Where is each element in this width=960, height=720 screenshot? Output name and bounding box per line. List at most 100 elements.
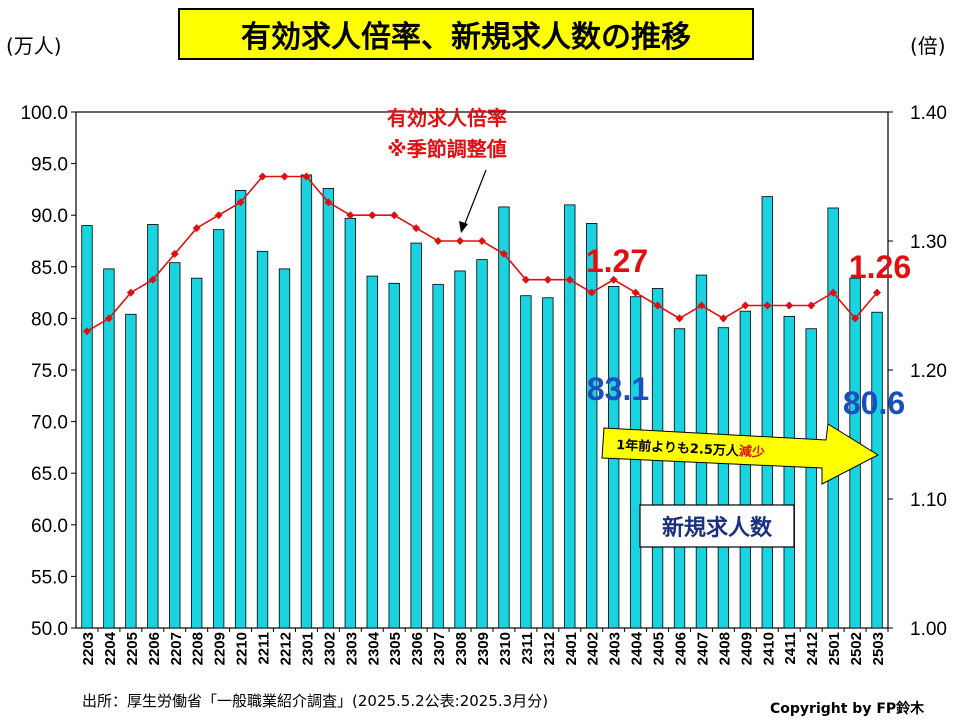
left-tick-label: 50.0 bbox=[31, 619, 68, 640]
x-tick-label: 2203 bbox=[80, 632, 97, 665]
ratio-point bbox=[192, 224, 201, 233]
x-tick-label: 2211 bbox=[256, 632, 273, 665]
x-tick-label: 2207 bbox=[168, 632, 185, 665]
bar-new-jobs bbox=[388, 282, 400, 629]
left-tick-label: 80.0 bbox=[31, 309, 68, 330]
ratio-point bbox=[609, 275, 618, 284]
ratio-point bbox=[653, 301, 662, 310]
bar-new-jobs bbox=[256, 250, 269, 629]
left-tick-label: 90.0 bbox=[31, 206, 68, 227]
line-label-pointer-head bbox=[459, 221, 468, 233]
bar-new-jobs bbox=[564, 204, 576, 629]
ratio-point bbox=[543, 275, 552, 284]
left-tick-label: 95.0 bbox=[31, 155, 68, 176]
right-tick-label: 1.40 bbox=[910, 103, 947, 124]
bar-new-jobs bbox=[761, 196, 773, 629]
x-tick-label: 2503 bbox=[870, 632, 887, 665]
x-tick-label: 2307 bbox=[431, 632, 448, 665]
source-note: 出所：厚生労働省「一般職業紹介調査」(2025.5.2公表:2025.3月分) bbox=[82, 692, 549, 710]
x-tick-label: 2411 bbox=[782, 632, 799, 665]
ratio-point bbox=[390, 211, 399, 220]
bar-label-box bbox=[639, 504, 795, 548]
bar-new-jobs bbox=[586, 223, 598, 629]
ratio-point bbox=[324, 198, 333, 207]
ratio-point bbox=[587, 288, 596, 297]
bar-new-jobs bbox=[234, 190, 247, 629]
bar-new-jobs bbox=[476, 259, 488, 629]
x-tick-label: 2301 bbox=[299, 632, 316, 665]
x-tick-label: 2410 bbox=[760, 632, 777, 665]
x-tick-label: 2407 bbox=[694, 632, 711, 665]
x-tick-label: 2302 bbox=[321, 632, 338, 665]
line-series-note: ※季節調整値 bbox=[387, 137, 506, 161]
x-tick-label: 2502 bbox=[848, 632, 865, 665]
ratio-point bbox=[697, 301, 706, 310]
x-tick-label: 2501 bbox=[826, 632, 843, 665]
bar-new-jobs bbox=[805, 328, 817, 629]
x-tick-label: 2401 bbox=[563, 632, 580, 665]
chart-title: 有効求人倍率、新規求人数の推移 bbox=[178, 8, 754, 60]
copyright-note: Copyright by FP鈴木 bbox=[770, 701, 925, 717]
right-tick-label: 1.10 bbox=[910, 490, 947, 511]
ratio-point bbox=[170, 249, 179, 258]
x-tick-label: 2212 bbox=[277, 632, 294, 665]
x-tick-label: 2406 bbox=[673, 632, 690, 665]
bar-new-jobs bbox=[322, 187, 335, 629]
ratio-point bbox=[104, 314, 113, 323]
decrease-note-prefix: 1年前よりも2.5万人 bbox=[616, 437, 740, 459]
x-tick-label: 2308 bbox=[453, 632, 470, 665]
x-tick-label: 2408 bbox=[716, 632, 733, 665]
decrease-arrow bbox=[601, 423, 880, 485]
line-label-pointer bbox=[463, 169, 487, 227]
x-tick-label: 2309 bbox=[475, 632, 492, 665]
bar-new-jobs bbox=[147, 224, 159, 629]
ratio-point bbox=[82, 327, 91, 336]
ratio-point bbox=[675, 314, 684, 323]
bar-new-jobs bbox=[871, 311, 883, 629]
left-tick-label: 100.0 bbox=[20, 103, 68, 124]
x-tick-label: 2405 bbox=[651, 632, 668, 665]
bar-new-jobs bbox=[454, 270, 466, 629]
ratio-point bbox=[258, 172, 267, 181]
right-axis-unit: (倍) bbox=[910, 34, 946, 58]
x-tick-label: 2303 bbox=[343, 632, 360, 665]
ratio-value-2503: 1.26 bbox=[849, 249, 911, 285]
decrease-note: 1年前よりも2.5万人減少 bbox=[616, 437, 765, 461]
x-tick-label: 2209 bbox=[212, 632, 229, 665]
bar-new-jobs bbox=[410, 242, 422, 629]
ratio-value-2402: 1.27 bbox=[586, 243, 648, 279]
bar-new-jobs bbox=[673, 328, 686, 629]
ratio-point bbox=[807, 301, 816, 310]
bar-new-jobs bbox=[278, 268, 291, 629]
ratio-point bbox=[368, 211, 377, 220]
bar-new-jobs bbox=[520, 295, 532, 629]
ratio-point bbox=[346, 211, 355, 220]
left-tick-label: 70.0 bbox=[31, 413, 68, 434]
left-tick-label: 55.0 bbox=[31, 567, 68, 588]
x-tick-label: 2412 bbox=[804, 632, 821, 665]
bar-new-jobs bbox=[300, 174, 313, 629]
x-tick-label: 2403 bbox=[607, 632, 624, 665]
bar-new-jobs bbox=[629, 296, 642, 629]
bar-new-jobs bbox=[498, 206, 510, 629]
ratio-point bbox=[148, 275, 157, 284]
left-axis-unit: (万人) bbox=[6, 34, 62, 58]
x-tick-label: 2210 bbox=[234, 632, 251, 665]
x-tick-label: 2311 bbox=[519, 632, 536, 665]
right-tick-label: 1.20 bbox=[910, 361, 947, 382]
x-tick-label: 2204 bbox=[102, 631, 119, 665]
ratio-point bbox=[565, 275, 574, 284]
bar-new-jobs bbox=[191, 277, 203, 629]
bar-series-label: 新規求人数 bbox=[662, 515, 773, 541]
ratio-point bbox=[280, 172, 289, 181]
ratio-point bbox=[412, 224, 421, 233]
x-tick-label: 2402 bbox=[585, 632, 602, 665]
x-tick-label: 2312 bbox=[541, 632, 558, 665]
bar-new-jobs bbox=[717, 327, 730, 629]
x-tick-label: 2404 bbox=[629, 631, 646, 665]
bar-new-jobs bbox=[366, 275, 378, 629]
ratio-point bbox=[851, 314, 860, 323]
x-tick-label: 2310 bbox=[497, 632, 514, 665]
line-series-label: 有効求人倍率 bbox=[387, 106, 507, 130]
